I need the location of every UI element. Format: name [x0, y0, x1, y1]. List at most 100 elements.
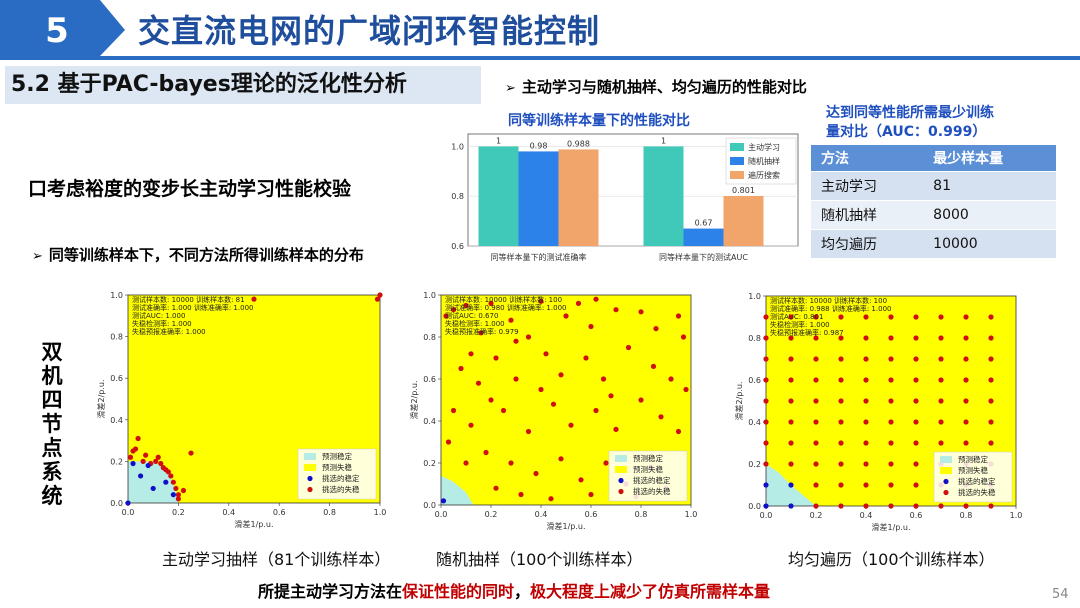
x-tick-label: 0.4	[535, 510, 548, 519]
y-tick-label: 0.2	[110, 457, 123, 466]
section-title: 5.2 基于PAC-bayes理论的泛化性分析	[5, 66, 481, 104]
unstable-sample-point	[763, 419, 769, 425]
unstable-sample-point	[988, 398, 994, 404]
bar-legend-label: 遍历搜索	[748, 170, 780, 180]
unstable-sample-point	[863, 356, 869, 362]
info-text-line: 测试AUC: 0.670	[445, 311, 498, 320]
unstable-sample-point	[988, 314, 994, 320]
table-header-method: 方法	[811, 145, 924, 172]
unstable-sample-point	[543, 351, 549, 357]
scatter-legend-label: 挑选的失稳	[958, 487, 996, 497]
stable-sample-point	[763, 503, 769, 509]
unstable-sample-point	[988, 440, 994, 446]
bar-legend-swatch	[730, 157, 744, 165]
caption-random: 随机抽样（100个训练样本）	[436, 550, 643, 569]
unstable-sample-point	[813, 398, 819, 404]
unstable-sample-point	[888, 314, 894, 320]
unstable-sample-point	[493, 485, 499, 491]
unstable-sample-point	[938, 419, 944, 425]
unstable-sample-point	[450, 307, 457, 313]
arrow-bullet-icon: ➢	[505, 81, 516, 96]
unstable-sample-point	[558, 372, 564, 378]
unstable-sample-point	[838, 419, 844, 425]
info-text-line: 失稳检测率: 1.000	[770, 320, 830, 329]
scatter-legend-swatch	[615, 455, 627, 462]
table-caption-line1: 达到同等性能所需最少训练	[826, 105, 994, 121]
info-text-line: 失稳预报准确率: 0.987	[770, 328, 844, 337]
scatter-legend-marker	[618, 488, 624, 495]
unstable-sample-point	[963, 356, 969, 362]
y-tick-label: 0.0	[748, 502, 761, 511]
unstable-sample-point	[170, 479, 176, 485]
unstable-sample-point	[158, 460, 164, 467]
unstable-sample-point	[508, 460, 514, 466]
distribution-heading-text: 同等训练样本下，不同方法所得训练样本的分布	[48, 246, 364, 264]
unstable-sample-point	[763, 314, 769, 320]
bar-data-label: 0.67	[695, 219, 713, 228]
unstable-sample-point	[788, 335, 794, 341]
unstable-sample-point	[863, 503, 869, 509]
stable-region	[441, 475, 474, 505]
unstable-sample-point	[130, 448, 136, 454]
x-tick-label: 0.2	[810, 511, 823, 520]
unstable-sample-point	[680, 334, 687, 340]
unstable-sample-point	[483, 449, 489, 456]
info-text-line: 测试样本数: 10000 训练样本数: 81	[132, 295, 245, 304]
y-tick-label: 0.8	[748, 334, 761, 343]
y-tick-label: 0.4	[110, 416, 123, 425]
stable-sample-point	[138, 473, 144, 479]
unstable-sample-point	[938, 356, 944, 362]
unstable-sample-point	[763, 398, 769, 404]
scatter-plot-frame	[440, 294, 692, 506]
unstable-sample-point	[838, 356, 844, 362]
bar	[478, 146, 519, 246]
table-cell-count: 8000	[923, 200, 1056, 230]
unstable-sample-point	[938, 314, 944, 320]
unstable-sample-point	[463, 460, 469, 466]
unstable-sample-point	[175, 496, 181, 502]
unstable-sample-point	[788, 356, 794, 362]
unstable-sample-point	[863, 377, 869, 383]
unstable-sample-point	[938, 440, 944, 446]
unstable-sample-point	[963, 503, 969, 509]
table-cell-method: 随机抽样	[811, 200, 924, 230]
info-text-line: 失稳预报准确率: 0.979	[445, 327, 519, 336]
unstable-sample-point	[548, 496, 554, 502]
y-tick-label: 0.4	[423, 417, 436, 426]
unstable-sample-point	[838, 398, 844, 404]
unstable-sample-point	[568, 422, 574, 428]
stable-sample-point	[145, 462, 151, 469]
unstable-sample-point	[963, 335, 969, 341]
unstable-sample-point	[988, 503, 994, 509]
unstable-sample-point	[538, 298, 544, 304]
bar-chart: 0.6 0.8 1.0 同等样本量下的测试准确率 1 0.98 0.988 同等样本量下的测试…	[451, 133, 799, 262]
info-text-line: 测试样本数: 10000 训练样本数: 100	[445, 295, 562, 304]
scatter-legend-label: 挑选的失稳	[633, 486, 671, 496]
unstable-sample-point	[763, 461, 769, 467]
unstable-sample-point	[525, 334, 532, 340]
bar-data-label: 1	[661, 136, 666, 145]
y-tick-label: 1.0	[110, 291, 123, 300]
min-samples-table: 方法 最少样本量 主动学习 81 随机抽样 8000 均匀遍历 10000	[811, 145, 1056, 258]
x-tick-label: 0.8	[323, 508, 336, 517]
chapter-title: 交直流电网的广域闭环智能控制	[138, 12, 601, 50]
unstable-sample-point	[963, 398, 969, 404]
unstable-sample-point	[763, 356, 769, 362]
x-tick-label: 0.2	[485, 510, 498, 519]
unstable-sample-point	[813, 314, 819, 320]
y-tick-label: 1.0	[423, 291, 436, 300]
x-axis-label: 滑差1/p.u.	[871, 522, 910, 532]
unstable-sample-point	[153, 458, 159, 464]
unstable-sample-point	[788, 461, 794, 467]
unstable-sample-point	[188, 450, 194, 456]
info-text-line: 测试准确率: 0.980 训练准确率: 1.000	[445, 303, 566, 312]
scatter-legend-swatch	[940, 456, 952, 463]
conclusion-part3: ，	[514, 582, 531, 601]
scatter-plot-uniform: 0.0 0.2 0.4 0.6 0.8 1.0 0.0 0.2 0.4 0.6 0.8 1.0 滑差1/…	[734, 292, 1022, 532]
table-cell-method: 均匀遍历	[811, 229, 924, 258]
y-axis-label: 滑差2/p.u.	[96, 379, 106, 418]
unstable-sample-point	[508, 317, 514, 323]
distribution-heading: ➢ 同等训练样本下，不同方法所得训练样本的分布	[32, 244, 364, 265]
scatter-legend-label: 挑选的失稳	[322, 484, 360, 494]
info-text-line: 失稳预报准确率: 1.000	[132, 327, 206, 336]
